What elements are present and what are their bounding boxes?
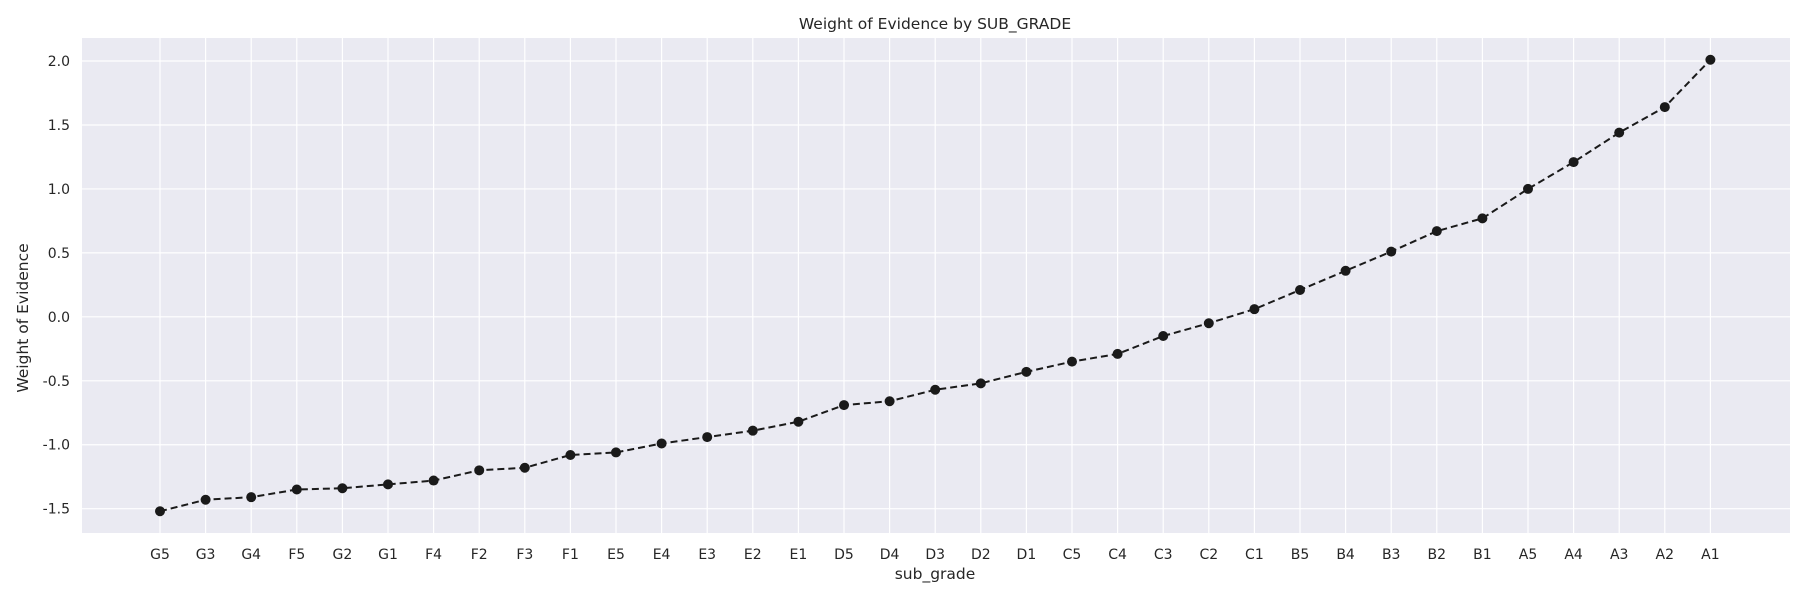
x-tick-label: E2 — [744, 547, 762, 563]
x-tick-label: D4 — [880, 547, 900, 563]
x-tick-labels: G5 G3 G4 F5 G2 G1 F4 F2 F3 F1 E5 E4 E3 E2 E1 D5 D4 D3 D2 D1… — [150, 547, 1720, 563]
data-point — [1477, 213, 1488, 224]
x-tick-label: F1 — [562, 547, 579, 563]
x-tick-label: G2 — [333, 547, 353, 563]
x-tick-label: G1 — [378, 547, 398, 563]
x-tick-label: F4 — [425, 547, 442, 563]
data-point — [1340, 265, 1351, 276]
data-point — [1568, 157, 1579, 168]
data-point — [1659, 102, 1670, 113]
data-point — [519, 462, 530, 473]
x-tick-label: G3 — [196, 547, 216, 563]
x-tick-label: D5 — [834, 547, 854, 563]
data-point — [1295, 284, 1305, 295]
data-point — [747, 425, 758, 436]
x-gridlines — [159, 38, 1712, 533]
y-axis-title: Weight of Evidence — [14, 243, 32, 392]
x-tick-label: B3 — [1382, 547, 1401, 563]
x-tick-label: C2 — [1199, 547, 1218, 563]
data-point — [428, 475, 439, 486]
plot-area — [82, 38, 1790, 533]
x-tick-label: C5 — [1063, 547, 1082, 563]
x-tick-label: B1 — [1473, 547, 1492, 563]
data-point — [1158, 331, 1169, 342]
x-tick-label: C1 — [1245, 547, 1264, 563]
x-tick-label: E5 — [607, 547, 625, 563]
x-tick-label: F3 — [516, 547, 533, 563]
x-tick-label: A4 — [1564, 547, 1583, 563]
x-tick-label: A3 — [1610, 547, 1628, 563]
y-tick-label: -1.5 — [43, 502, 70, 518]
x-tick-label: E1 — [790, 547, 808, 563]
x-tick-label: E4 — [653, 547, 671, 563]
data-point — [1431, 226, 1442, 237]
y-tick-label: 2.0 — [48, 54, 70, 70]
data-point — [930, 384, 941, 395]
data-point — [1523, 183, 1533, 194]
data-point — [246, 492, 257, 503]
data-point — [975, 378, 986, 389]
y-gridlines — [82, 60, 1790, 510]
data-point — [200, 494, 211, 505]
y-tick-label: -0.5 — [43, 374, 70, 390]
y-tick-label: 1.5 — [48, 118, 70, 134]
data-point — [884, 396, 895, 407]
data-point — [565, 449, 576, 460]
data-point — [839, 400, 849, 411]
x-tick-label: C4 — [1108, 547, 1127, 563]
data-point — [474, 465, 485, 476]
y-tick-label: 0.5 — [48, 246, 70, 262]
x-tick-label: B4 — [1336, 547, 1355, 563]
y-tick-label: 1.0 — [48, 182, 70, 198]
data-point — [1249, 304, 1260, 315]
x-tick-label: D1 — [1017, 547, 1037, 563]
x-tick-label: G5 — [150, 547, 170, 563]
x-tick-label: B2 — [1428, 547, 1447, 563]
x-tick-label: A2 — [1656, 547, 1674, 563]
y-tick-label: 0.0 — [48, 310, 70, 326]
data-point — [1705, 54, 1716, 65]
data-point — [1112, 348, 1123, 359]
data-point — [656, 438, 667, 449]
x-tick-label: D3 — [925, 547, 945, 563]
data-point — [1203, 318, 1214, 329]
series-group — [155, 54, 1716, 517]
x-tick-label: F2 — [471, 547, 488, 563]
data-point — [337, 483, 348, 494]
x-tick-label: A1 — [1701, 547, 1719, 563]
x-tick-label: E3 — [698, 547, 716, 563]
x-tick-label: C3 — [1154, 547, 1173, 563]
data-point — [1386, 246, 1397, 257]
data-point — [702, 432, 713, 443]
x-axis-title: sub_grade — [895, 565, 976, 584]
x-tick-label: B5 — [1291, 547, 1310, 563]
data-point — [291, 484, 302, 495]
data-point — [611, 447, 621, 458]
data-point — [1067, 356, 1077, 367]
y-tick-labels: -1.5 -1.0 -0.5 0.0 0.5 1.0 1.5 2.0 — [43, 54, 70, 518]
y-tick-label: -1.0 — [43, 438, 70, 454]
chart-title: Weight of Evidence by SUB_GRADE — [799, 15, 1071, 34]
x-tick-label: F5 — [288, 547, 305, 563]
x-tick-label: G4 — [241, 547, 261, 563]
data-point — [1021, 366, 1032, 377]
data-point — [1614, 127, 1625, 138]
x-tick-label: D2 — [971, 547, 991, 563]
data-point — [793, 416, 804, 427]
x-tick-label: A5 — [1519, 547, 1537, 563]
data-point — [383, 479, 393, 490]
data-point — [155, 506, 165, 517]
